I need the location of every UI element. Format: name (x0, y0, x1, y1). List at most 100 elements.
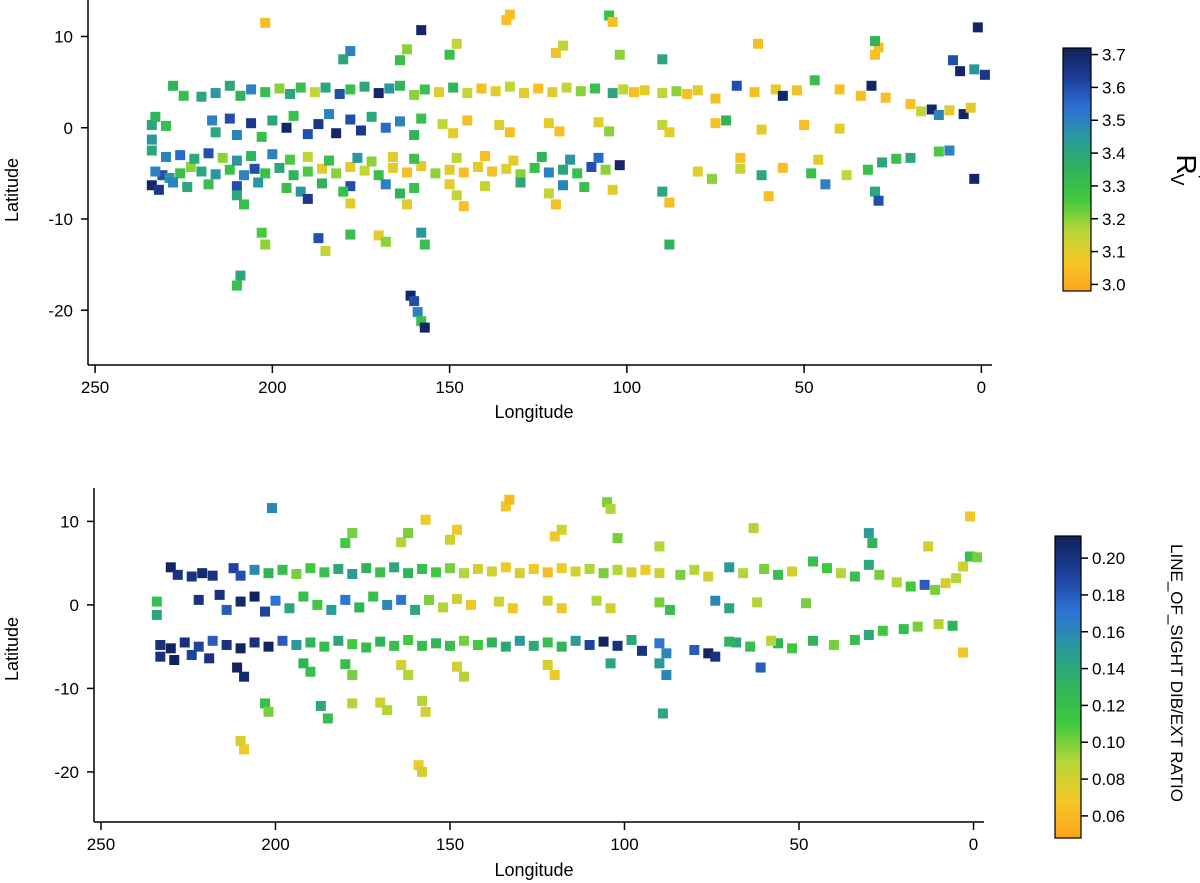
data-point (607, 184, 618, 195)
data-point (373, 170, 384, 181)
data-point (224, 113, 235, 124)
data-point (863, 629, 874, 640)
data-point (756, 124, 767, 135)
data-point (420, 706, 431, 717)
data-point (270, 595, 281, 606)
data-point (444, 179, 455, 190)
data-point (419, 84, 430, 95)
data-point (550, 47, 561, 58)
data-point (877, 157, 888, 168)
data-point (721, 115, 732, 126)
data-point (146, 120, 157, 131)
data-point (710, 595, 721, 606)
data-point (787, 566, 798, 577)
data-point (675, 569, 686, 580)
data-point (413, 760, 424, 771)
data-point (807, 635, 818, 646)
data-point (664, 239, 675, 250)
data-point (416, 113, 427, 124)
colorbar-title-sub: V (1167, 174, 1187, 186)
data-point (359, 81, 370, 92)
data-point (431, 638, 442, 649)
data-point (912, 621, 923, 632)
data-point (561, 82, 572, 93)
data-point (277, 564, 288, 575)
data-point (253, 177, 264, 188)
data-point (664, 604, 675, 615)
data-point (451, 524, 462, 535)
data-point (558, 180, 569, 191)
data-point (260, 239, 271, 250)
data-point (584, 563, 595, 574)
data-point (933, 146, 944, 157)
data-point (874, 569, 885, 580)
data-point (451, 38, 462, 49)
data-point (396, 660, 407, 671)
data-point (185, 161, 196, 172)
x-tick-label: 50 (790, 835, 809, 854)
data-point (285, 88, 296, 99)
data-point (724, 562, 735, 573)
data-point (419, 322, 430, 333)
data-point (239, 671, 250, 682)
data-point (849, 634, 860, 645)
data-point (151, 596, 162, 607)
data-point (217, 152, 228, 163)
data-point (898, 624, 909, 635)
data-point (420, 514, 431, 525)
data-point (543, 167, 554, 178)
x-tick-label: 200 (258, 378, 286, 397)
data-point (806, 168, 817, 179)
data-point (410, 604, 421, 615)
data-point (263, 641, 274, 652)
data-point (605, 603, 616, 614)
colorbar-ticks: 0.20 0.18 0.16 0.14 0.12 0.10 0.08 0.06 (1081, 549, 1125, 826)
data-point (380, 122, 391, 133)
data-point (320, 245, 331, 256)
data-point (249, 564, 260, 575)
data-point (153, 184, 164, 195)
data-point (504, 127, 515, 138)
data-point (256, 131, 267, 142)
data-point (178, 90, 189, 101)
colorbar-title-prime: ' (1184, 175, 1200, 179)
data-point (654, 638, 665, 649)
data-point (618, 84, 629, 95)
data-point (316, 178, 327, 189)
data-point (689, 644, 700, 655)
data-point (207, 115, 218, 126)
y-axis-title: Latitude (2, 617, 22, 681)
data-point (235, 570, 246, 581)
data-point (965, 102, 976, 113)
data-point (614, 49, 625, 60)
data-point (347, 639, 358, 650)
data-point (835, 568, 846, 579)
data-point (405, 290, 416, 301)
data-point (382, 599, 393, 610)
data-point (155, 639, 166, 650)
data-point (550, 199, 561, 210)
data-point (445, 640, 455, 651)
colorbar (1054, 535, 1082, 839)
data-point (340, 594, 351, 605)
data-point (863, 528, 874, 539)
data-point (235, 736, 246, 747)
data-point (849, 571, 860, 582)
data-point (940, 578, 951, 589)
data-point (905, 152, 916, 163)
data-point (602, 497, 613, 508)
data-point (735, 152, 746, 163)
data-point (834, 123, 845, 134)
data-point (361, 563, 372, 574)
data-point (640, 564, 651, 575)
data-point (416, 161, 427, 172)
data-point (543, 118, 554, 129)
data-point (570, 566, 581, 577)
scatter-points (151, 494, 983, 777)
data-point (593, 117, 604, 128)
data-point (256, 227, 267, 238)
data-point (347, 569, 358, 580)
data-point (193, 594, 204, 605)
